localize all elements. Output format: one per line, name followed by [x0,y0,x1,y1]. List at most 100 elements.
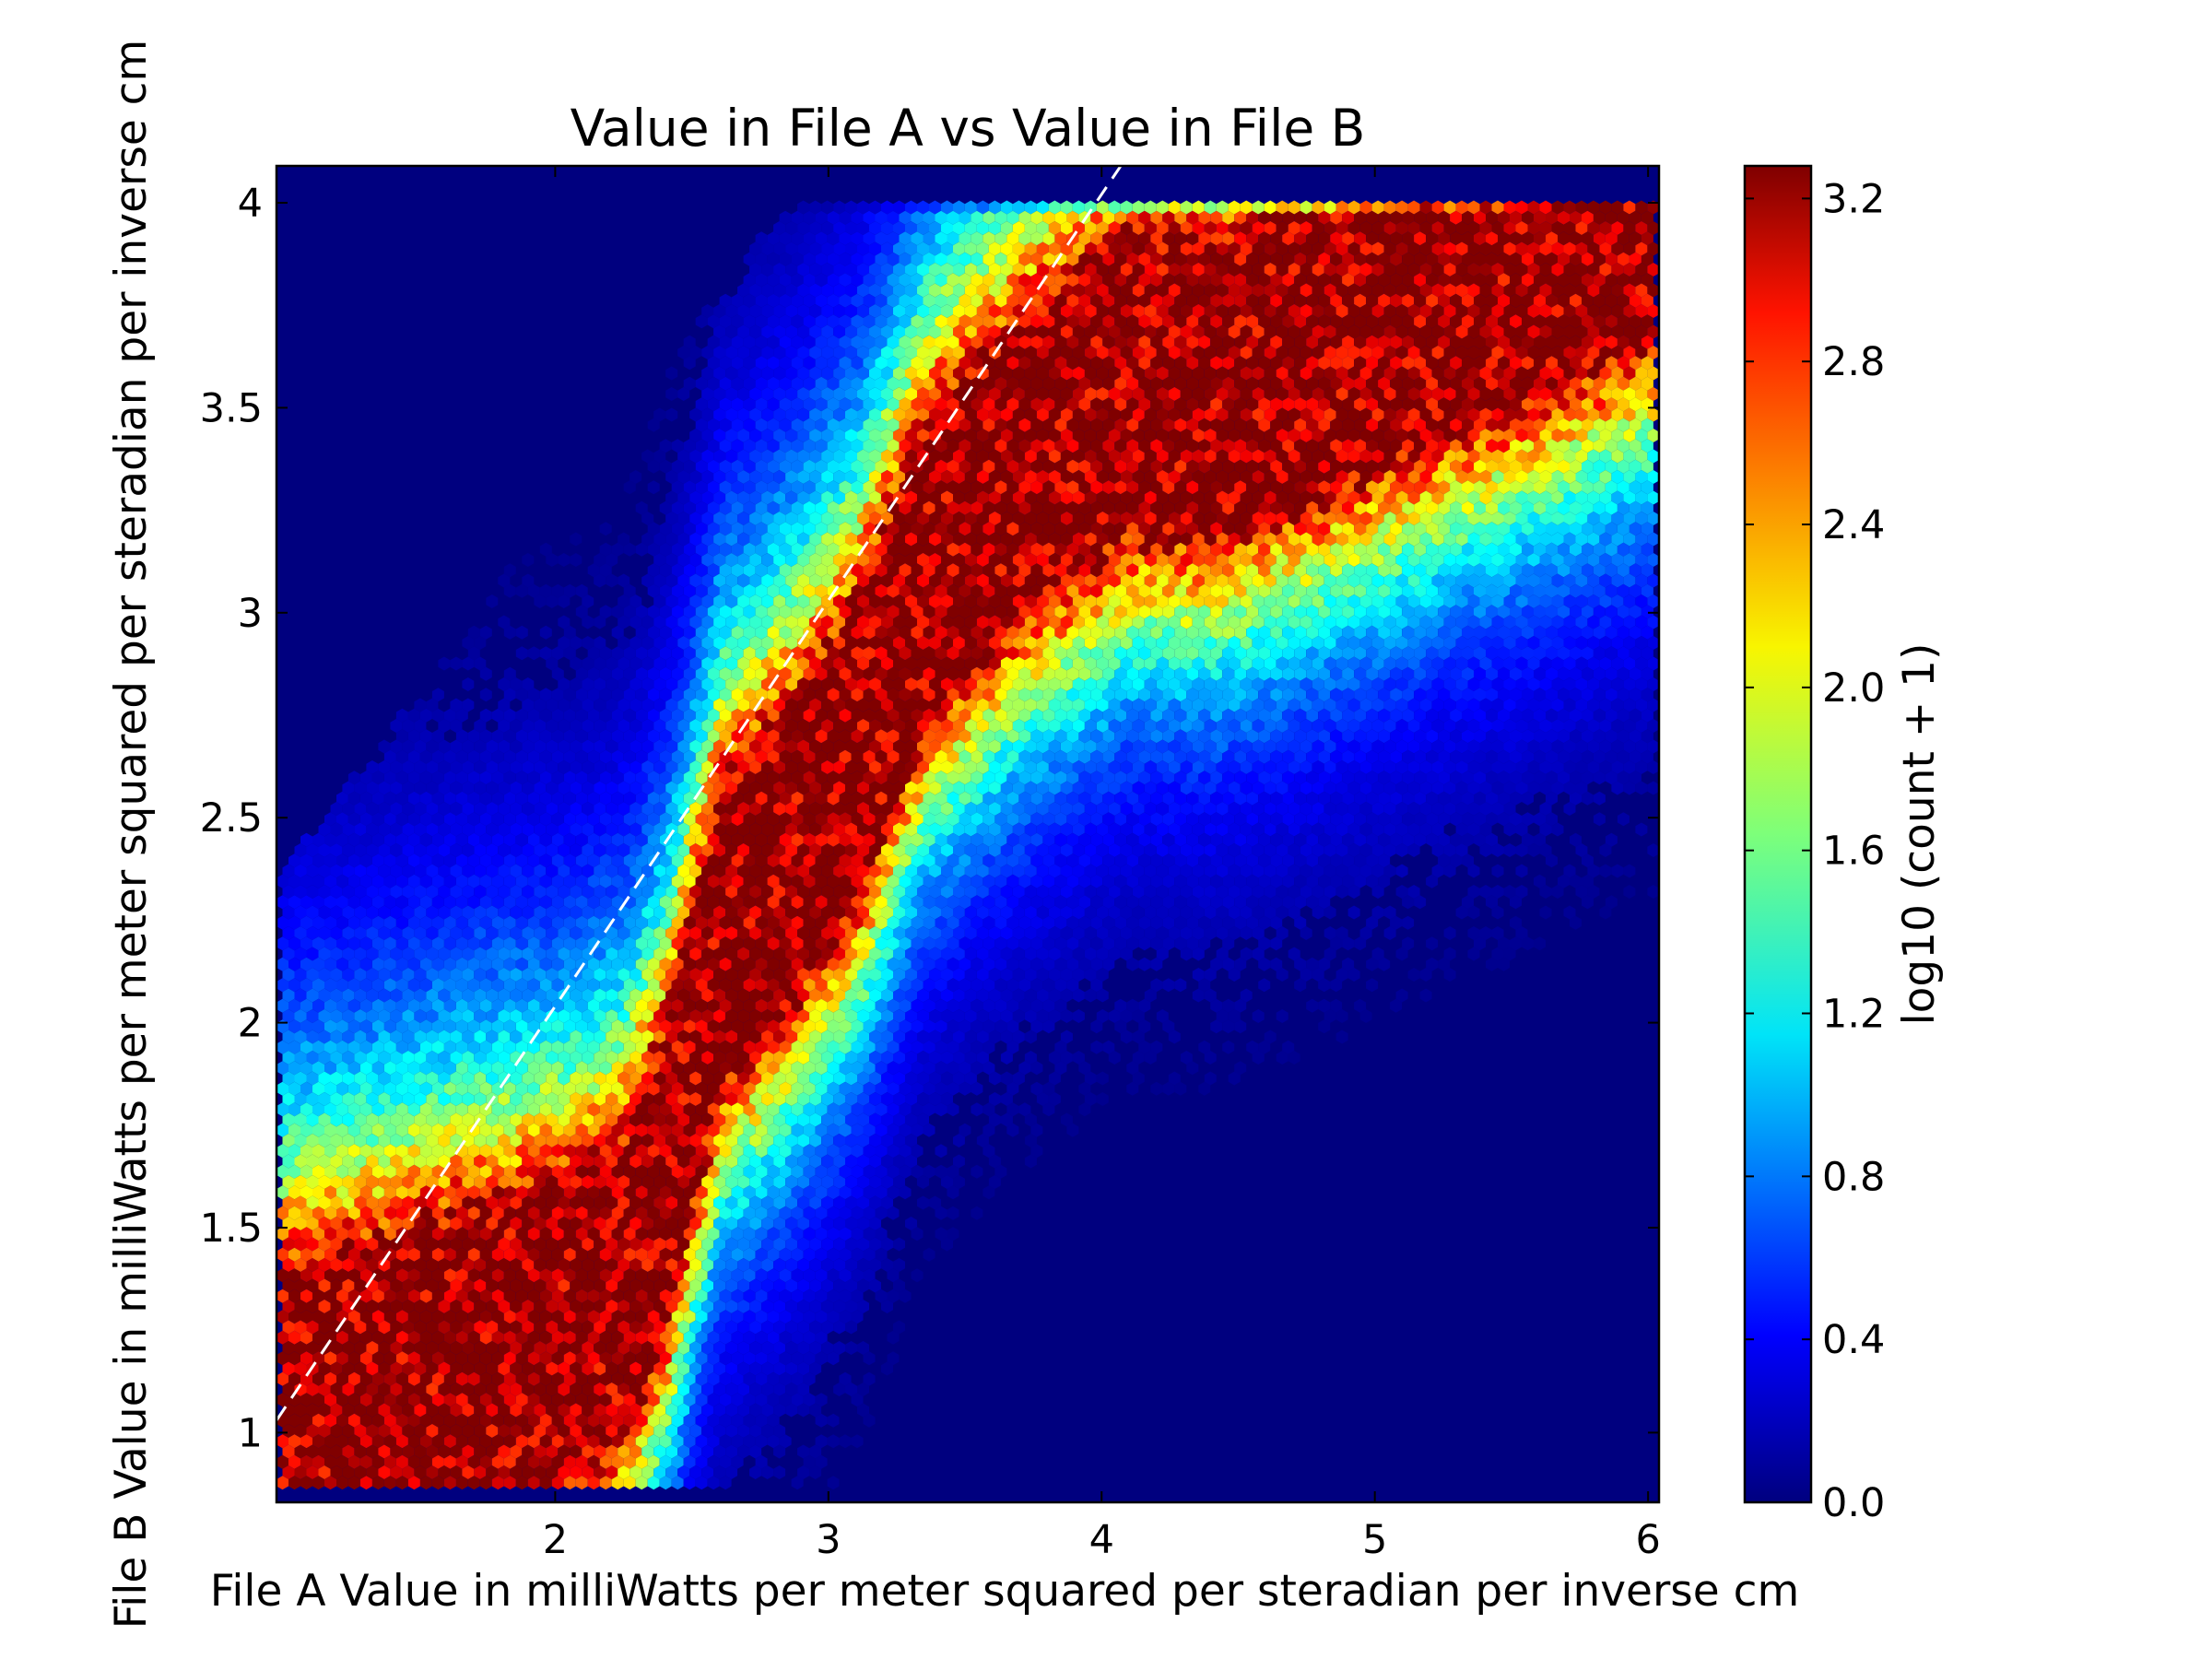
hexbin-cell [863,293,876,308]
hexbin-cell [1527,283,1540,298]
hexbin-cell [1318,314,1331,329]
hexbin-cell [1402,210,1415,225]
hexbin-cell [1264,241,1277,256]
hexbin-cell [1641,210,1653,225]
hexbin-cell [899,210,912,225]
hexbin-cell [976,263,989,276]
hexbin-cell [815,293,828,308]
hexbin-cell [1300,200,1312,215]
hexbin-cell [1467,241,1480,256]
hexbin-cell [1395,221,1408,235]
hexbin-cell [905,241,917,256]
hexbin-cell [791,293,804,308]
hexbin-cell [785,304,798,318]
hexbin-cell [1414,252,1427,266]
hexbin-cell [1378,293,1391,308]
hexbin-cell [1605,273,1618,288]
hexbin-cell [1629,314,1641,329]
hexbin-cell [881,221,893,235]
hexbin-cell [797,241,810,256]
hexbin-cell [1455,200,1468,215]
hexbin-cell [1210,210,1223,225]
hexbin-cell [994,252,1007,266]
hexbin-cell [1162,314,1175,329]
hexbin-cell [1246,252,1259,266]
hexbin-cell [737,304,750,318]
hexbin-cell [971,252,983,266]
hexbin-cell [1048,221,1061,235]
hexbin-cell [1395,200,1408,215]
hexbin-cell [839,252,852,266]
hexbin-cell [1060,304,1073,318]
hexbin-cell [1462,252,1474,266]
hexbin-cell [1096,304,1109,318]
hexbin-cell [1228,221,1241,235]
hexbin-cell [1060,283,1073,298]
hexbin-cell [785,221,798,235]
hexbin-cell [1132,200,1145,215]
hexbin-cell [1252,200,1265,215]
hexbin-cell [1366,273,1379,288]
hexbin-cell [1120,200,1133,215]
hexbin-cell [911,314,924,329]
hexbin-cell [815,252,828,266]
hexbin-cell [976,221,989,235]
hexbin-cell [1180,241,1193,256]
hexbin-cell [1036,221,1049,235]
hexbin-cell [713,304,726,318]
hexbin-cell [785,263,798,276]
hexbin-cell [1312,304,1324,318]
hexbin-cell [1414,210,1427,225]
hexbin-cell [935,293,947,308]
hexbin-cell [1629,252,1641,266]
hexbin-cell [1246,293,1259,308]
hexbin-cell [1455,263,1468,276]
hexbin-cell [1486,293,1498,308]
hexbin-cell [1126,314,1139,329]
hexbin-cell [1270,273,1283,288]
hexbin-cell [1605,252,1618,266]
hexbin-cell [1635,241,1648,256]
hexbin-cell [1407,283,1420,298]
hexbin-cell [1138,210,1151,225]
hexbin-cell [1479,221,1492,235]
hexbin-cell [1228,304,1241,318]
hexbin-cell [857,221,869,235]
hexbin-cell [1575,304,1588,318]
hexbin-cell [935,210,947,225]
hexbin-cell [1450,231,1462,246]
hexbin-cell [1558,273,1570,288]
hexbin-cell [1563,283,1576,298]
hexbin-cell [1462,293,1474,308]
hexbin-cell [791,210,804,225]
hexbin-cell [845,221,857,235]
hexbin-cell [1575,283,1588,298]
hexbin-cell [1474,231,1486,246]
hexbin-cell [893,263,905,276]
hexbin-cell [1198,231,1211,246]
hexbin-cell [1150,293,1163,308]
hexbin-cell [1282,231,1295,246]
hexbin-cell [988,200,1001,215]
hexbin-cell [1438,210,1451,225]
hexbin-cell [1354,252,1367,266]
hexbin-cell [803,210,816,225]
hexbin-cell [1486,314,1498,329]
hexbin-cell [1018,314,1031,329]
hexbin-cell [773,221,786,235]
hexbin-cell [1462,314,1474,329]
hexbin-cell [1462,273,1474,288]
hexbin-cell [1018,231,1031,246]
hexbin-cell [1371,241,1384,256]
hexbin-cell [815,314,828,329]
hexbin-cell [1629,210,1641,225]
hexbin-cell [1090,210,1103,225]
hexbin-cell [809,283,822,298]
hexbin-cell [1012,263,1025,276]
hexbin-cell [1000,304,1013,318]
hexbin-cell [917,200,929,215]
hexbin-cell [737,283,750,298]
hexbin-cell [749,241,762,256]
hexbin-cell [1318,252,1331,266]
hexbin-cell [755,273,768,288]
